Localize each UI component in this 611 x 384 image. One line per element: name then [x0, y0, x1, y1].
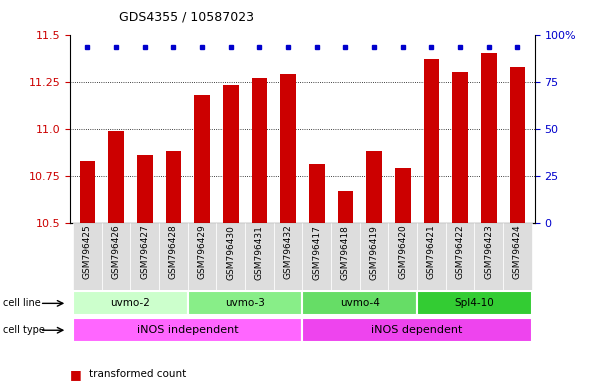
- Bar: [252, 78, 268, 223]
- Text: GSM796425: GSM796425: [83, 225, 92, 280]
- FancyBboxPatch shape: [389, 223, 417, 290]
- Text: GSM796417: GSM796417: [312, 225, 321, 280]
- FancyBboxPatch shape: [216, 223, 245, 290]
- Bar: [337, 191, 353, 223]
- Text: GSM796432: GSM796432: [284, 225, 293, 280]
- Text: GSM796418: GSM796418: [341, 225, 350, 280]
- FancyBboxPatch shape: [302, 318, 532, 343]
- FancyBboxPatch shape: [302, 223, 331, 290]
- FancyBboxPatch shape: [474, 223, 503, 290]
- FancyBboxPatch shape: [417, 291, 532, 316]
- Text: uvmo-2: uvmo-2: [111, 298, 150, 308]
- Bar: [423, 59, 439, 223]
- Bar: [280, 74, 296, 223]
- Text: GSM796426: GSM796426: [112, 225, 120, 280]
- Text: GSM796430: GSM796430: [226, 225, 235, 280]
- FancyBboxPatch shape: [245, 223, 274, 290]
- Text: uvmo-4: uvmo-4: [340, 298, 379, 308]
- Bar: [481, 53, 497, 223]
- Bar: [395, 168, 411, 223]
- Bar: [223, 85, 239, 223]
- FancyBboxPatch shape: [102, 223, 131, 290]
- FancyBboxPatch shape: [73, 223, 102, 290]
- Text: GSM796419: GSM796419: [370, 225, 379, 280]
- FancyBboxPatch shape: [503, 223, 532, 290]
- Bar: [452, 72, 468, 223]
- Text: GSM796421: GSM796421: [427, 225, 436, 280]
- Bar: [309, 164, 324, 223]
- FancyBboxPatch shape: [131, 223, 159, 290]
- Text: cell type: cell type: [3, 325, 45, 335]
- Text: GSM796423: GSM796423: [485, 225, 493, 280]
- Text: GSM796429: GSM796429: [197, 225, 207, 280]
- FancyBboxPatch shape: [360, 223, 389, 290]
- Bar: [166, 151, 181, 223]
- FancyBboxPatch shape: [446, 223, 474, 290]
- Bar: [366, 151, 382, 223]
- Text: GSM796427: GSM796427: [141, 225, 149, 280]
- Bar: [137, 155, 153, 223]
- Text: ■: ■: [70, 368, 82, 381]
- FancyBboxPatch shape: [188, 291, 302, 316]
- Text: iNOS independent: iNOS independent: [137, 325, 239, 335]
- Text: GSM796428: GSM796428: [169, 225, 178, 280]
- Bar: [194, 95, 210, 223]
- FancyBboxPatch shape: [331, 223, 360, 290]
- Bar: [510, 66, 525, 223]
- Text: iNOS dependent: iNOS dependent: [371, 325, 463, 335]
- Text: GSM796424: GSM796424: [513, 225, 522, 280]
- Text: GDS4355 / 10587023: GDS4355 / 10587023: [119, 10, 254, 23]
- Text: cell line: cell line: [3, 298, 41, 308]
- Text: Spl4-10: Spl4-10: [455, 298, 494, 308]
- Text: GSM796420: GSM796420: [398, 225, 408, 280]
- FancyBboxPatch shape: [274, 223, 302, 290]
- Text: uvmo-3: uvmo-3: [225, 298, 265, 308]
- Text: GSM796422: GSM796422: [456, 225, 464, 280]
- Text: transformed count: transformed count: [89, 369, 186, 379]
- FancyBboxPatch shape: [73, 291, 188, 316]
- Bar: [79, 161, 95, 223]
- FancyBboxPatch shape: [188, 223, 216, 290]
- Text: GSM796431: GSM796431: [255, 225, 264, 280]
- FancyBboxPatch shape: [73, 318, 302, 343]
- Bar: [108, 131, 124, 223]
- FancyBboxPatch shape: [302, 291, 417, 316]
- FancyBboxPatch shape: [417, 223, 446, 290]
- FancyBboxPatch shape: [159, 223, 188, 290]
